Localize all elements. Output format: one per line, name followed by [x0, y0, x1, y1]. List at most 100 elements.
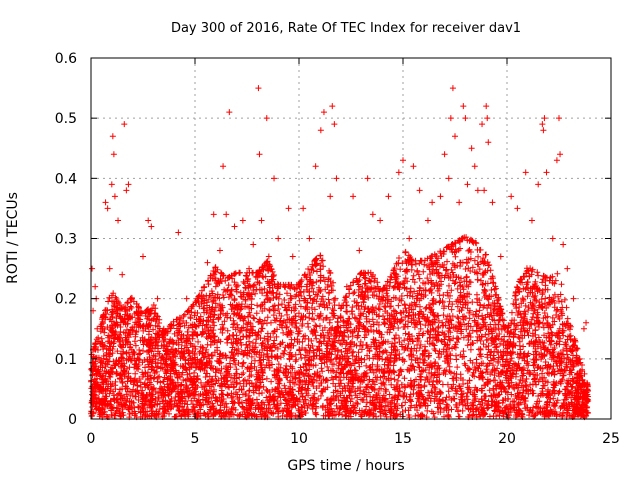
- data-point: [241, 376, 248, 383]
- data-point: [320, 354, 327, 361]
- data-point: [391, 335, 398, 342]
- data-point: [243, 273, 250, 280]
- data-point: [529, 266, 536, 273]
- data-point: [474, 405, 481, 412]
- data-point: [554, 270, 561, 277]
- data-point: [443, 394, 450, 401]
- data-point: [380, 392, 387, 399]
- data-point: [235, 350, 242, 357]
- data-point: [513, 305, 520, 312]
- data-point: [261, 285, 268, 292]
- data-point: [329, 361, 336, 368]
- data-point: [395, 255, 402, 262]
- data-point: [232, 361, 239, 368]
- data-point: [114, 348, 121, 355]
- data-point: [469, 399, 476, 406]
- data-point: [561, 296, 568, 303]
- data-point: [352, 367, 359, 374]
- data-point: [539, 279, 546, 286]
- data-point: [135, 403, 142, 410]
- data-point: [260, 274, 267, 281]
- data-point: [422, 305, 429, 312]
- data-point: [530, 310, 537, 317]
- data-point: [336, 360, 343, 367]
- data-point: [394, 377, 401, 384]
- data-point: [469, 264, 476, 271]
- data-point: [376, 300, 383, 307]
- data-point: [270, 312, 277, 319]
- data-point: [541, 300, 548, 307]
- data-point: [169, 337, 176, 344]
- data-point: [351, 314, 358, 321]
- data-point: [183, 367, 190, 374]
- data-point: [388, 381, 395, 388]
- data-point: [410, 272, 417, 279]
- data-point: [338, 380, 345, 387]
- data-point: [507, 357, 514, 364]
- data-point: [230, 317, 237, 324]
- data-point: [509, 398, 516, 405]
- data-point: [324, 363, 331, 370]
- data-point: [520, 343, 527, 350]
- data-point: [281, 350, 288, 357]
- data-point: [508, 373, 515, 380]
- data-point: [547, 341, 554, 348]
- data-point: [433, 365, 440, 372]
- data-point: [483, 363, 490, 370]
- data-point: [326, 411, 333, 418]
- data-point: [295, 368, 302, 375]
- data-point: [204, 341, 211, 348]
- data-point: [310, 279, 317, 286]
- data-point: [469, 327, 476, 334]
- data-point: [224, 392, 231, 399]
- data-point: [201, 353, 208, 360]
- data-point: [296, 346, 303, 353]
- data-point: [558, 403, 565, 410]
- data-point: [438, 338, 445, 345]
- data-point: [491, 286, 498, 293]
- data-point: [256, 390, 263, 397]
- data-point: [446, 298, 453, 305]
- data-point: [310, 383, 317, 390]
- data-point: [123, 391, 130, 398]
- data-point: [310, 296, 317, 303]
- data-point: [233, 304, 240, 311]
- data-point: [209, 298, 216, 305]
- data-point: [365, 277, 372, 284]
- data-point: [258, 328, 265, 335]
- data-point: [236, 374, 243, 381]
- data-point: [394, 319, 401, 326]
- data-point: [531, 356, 538, 363]
- data-point: [492, 285, 499, 292]
- data-point: [153, 339, 160, 346]
- data-point: [237, 269, 244, 276]
- data-point: [296, 297, 303, 304]
- data-point: [558, 378, 565, 385]
- data-point: [473, 313, 480, 320]
- data-point: [432, 386, 439, 393]
- data-point: [480, 255, 487, 262]
- data-point: [306, 269, 313, 276]
- data-point: [264, 314, 271, 321]
- data-point: [345, 334, 352, 341]
- data-point: [226, 384, 233, 391]
- data-point: [448, 306, 455, 313]
- data-point: [469, 299, 476, 306]
- data-point: [422, 366, 429, 373]
- data-point: [211, 294, 218, 301]
- data-point: [349, 333, 356, 340]
- data-point: [522, 397, 529, 404]
- data-point: [259, 290, 266, 297]
- data-point: [524, 293, 531, 300]
- data-point: [195, 338, 202, 345]
- data-point: [476, 334, 483, 341]
- data-point: [401, 302, 408, 309]
- data-point: [242, 284, 249, 291]
- data-point: [397, 367, 404, 374]
- data-point: [140, 347, 147, 354]
- data-point: [358, 412, 365, 419]
- data-point: [253, 310, 260, 317]
- data-point: [464, 259, 471, 266]
- data-point: [433, 298, 440, 305]
- data-point: [227, 374, 234, 381]
